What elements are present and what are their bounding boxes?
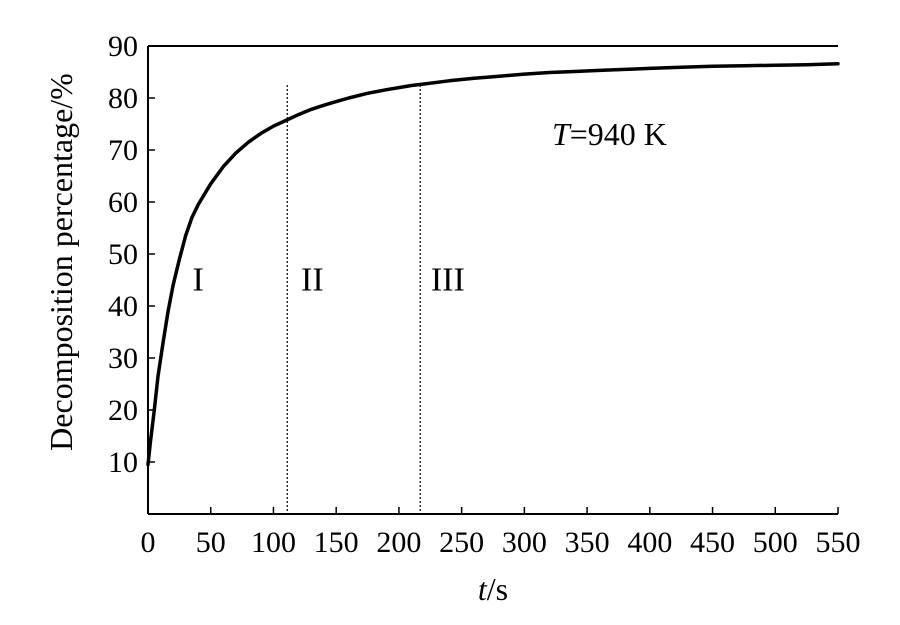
region-divider-lines: [286, 85, 421, 514]
y-tick-label: 70: [108, 134, 138, 167]
y-tick-label: 60: [108, 186, 138, 219]
y-tick-label: 20: [108, 394, 138, 427]
x-tick-label: 50: [196, 526, 226, 559]
x-tick-label: 150: [314, 526, 359, 559]
y-axis-title: Decomposition percentage/%: [43, 73, 79, 451]
y-tick-label: 30: [108, 342, 138, 375]
x-tick-label: 300: [502, 526, 547, 559]
decomposition-curve: [146, 61, 840, 467]
x-tick-label: 400: [627, 526, 672, 559]
region-labels-group: I II III: [193, 261, 465, 298]
x-tick-label: 100: [251, 526, 296, 559]
region-label: III: [431, 261, 465, 298]
temperature-annotation: T=940 K: [552, 116, 667, 152]
temperature-value: =940 K: [570, 116, 667, 152]
x-tick-label: 250: [439, 526, 484, 559]
x-tick-label: 350: [565, 526, 610, 559]
region-label: II: [301, 261, 324, 298]
x-axis-ticks: 0 50 100 150 200 250 300 350 400 450 500 550: [141, 507, 861, 559]
y-tick-label: 90: [108, 30, 138, 63]
x-tick-label: 200: [376, 526, 421, 559]
x-axis-title: t/s: [478, 571, 508, 607]
x-axis-title-unit: /s: [487, 571, 508, 607]
y-tick-label: 80: [108, 82, 138, 115]
y-tick-label: 50: [108, 238, 138, 271]
x-tick-label: 450: [690, 526, 735, 559]
x-tick-label: 500: [753, 526, 798, 559]
y-axis-ticks: 10 20 30 40 50 60 70 80 90: [108, 30, 155, 479]
x-axis-title-variable: t: [478, 571, 488, 607]
y-tick-label: 10: [108, 446, 138, 479]
x-tick-label: 0: [141, 526, 156, 559]
x-tick-label: 550: [816, 526, 861, 559]
y-tick-label: 40: [108, 290, 138, 323]
data-series-group: [146, 61, 840, 467]
temperature-symbol: T: [552, 116, 572, 152]
region-label: I: [193, 261, 204, 298]
